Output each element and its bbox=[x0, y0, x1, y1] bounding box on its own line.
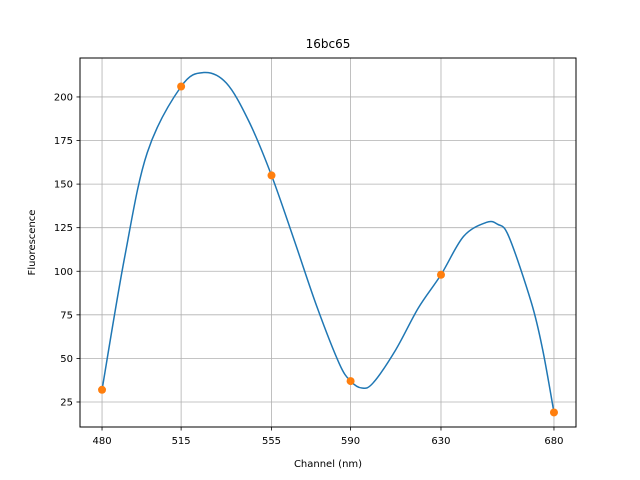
y-tick-label: 75 bbox=[60, 310, 73, 321]
plot-frame bbox=[79, 57, 577, 428]
data-point bbox=[98, 385, 107, 394]
x-tick-label: 680 bbox=[544, 436, 563, 447]
y-tick-label: 25 bbox=[60, 397, 73, 408]
x-tick-label: 630 bbox=[431, 436, 450, 447]
x-axis: 480 515 555 590 630 680 bbox=[92, 427, 564, 447]
x-axis-label: Channel (nm) bbox=[294, 459, 362, 470]
y-tick-label: 200 bbox=[54, 92, 73, 103]
y-tick-label: 175 bbox=[54, 136, 73, 147]
grid bbox=[80, 58, 576, 427]
y-axis-label: Fluorescence bbox=[27, 210, 38, 276]
data-point bbox=[177, 82, 186, 91]
x-tick-label: 480 bbox=[92, 436, 111, 447]
points-layer bbox=[98, 82, 558, 417]
data-point bbox=[346, 377, 355, 386]
chart-title: 16bc65 bbox=[306, 37, 351, 51]
y-tick-label: 150 bbox=[54, 180, 73, 191]
x-tick-label: 555 bbox=[262, 436, 281, 447]
y-tick-label: 50 bbox=[60, 354, 73, 365]
y-axis: 25 50 75 100 125 150 175 200 bbox=[54, 92, 80, 408]
x-tick-label: 590 bbox=[341, 436, 360, 447]
data-point bbox=[549, 408, 558, 417]
x-tick-label: 515 bbox=[172, 436, 191, 447]
y-tick-label: 100 bbox=[54, 267, 73, 278]
y-tick-label: 125 bbox=[54, 223, 73, 234]
data-point bbox=[436, 270, 445, 279]
data-point bbox=[267, 171, 276, 180]
